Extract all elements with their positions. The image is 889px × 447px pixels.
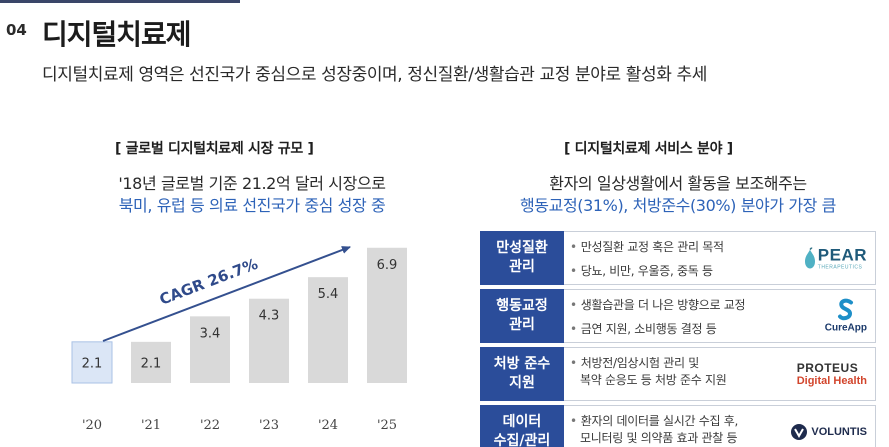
service-description: • 처방전/임상시험 관리 및 복약 순응도 등 처방 준수 지원 PROTEUS … bbox=[564, 347, 876, 401]
services-caption-line1: 환자의 일상생활에서 활동을 보조해주는 bbox=[549, 174, 807, 193]
service-description: • 생활습관을 더 나은 방향으로 교정 • 금연 지원, 소비행동 결정 등 Cu… bbox=[564, 289, 876, 343]
service-row-chronic: 만성질환 관리 • 만성질환 교정 혹은 관리 목적 • 당뇨, 비만, 우울증, … bbox=[480, 231, 876, 285]
service-bullet: • 처방전/임상시험 관리 및 복약 순응도 등 처방 준수 지원 bbox=[570, 356, 727, 387]
proteus-logo: PROTEUS Digital Health bbox=[796, 361, 867, 387]
market-caption-line2: 북미, 유럽 등 의료 선진국가 중심 성장 중 bbox=[118, 196, 386, 215]
section-number: 04 bbox=[6, 21, 27, 39]
services-table: 만성질환 관리 • 만성질환 교정 혹은 관리 목적 • 당뇨, 비만, 우울증, … bbox=[480, 231, 876, 447]
bar-value-label: 2.1 bbox=[141, 356, 162, 371]
service-description: • 환자의 데이터를 실시간 수집 후, 모니터링 및 의약품 효과 관찰 등 VO… bbox=[564, 405, 876, 447]
bar-value-label: 4.3 bbox=[259, 309, 280, 324]
service-bullet: • 금연 지원, 소비행동 결정 등 bbox=[570, 322, 717, 336]
pear-icon bbox=[804, 247, 815, 268]
bar-value-label: 2.1 bbox=[82, 356, 103, 371]
service-category: 데이터 수집/관리 bbox=[480, 405, 564, 447]
service-category: 처방 준수 지원 bbox=[480, 347, 564, 401]
cureapp-logo: CureApp bbox=[825, 298, 867, 334]
x-tick-label: '24 bbox=[318, 418, 338, 433]
bar-4 bbox=[308, 277, 348, 383]
header-rule bbox=[0, 0, 240, 3]
bar-3 bbox=[249, 298, 289, 383]
market-caption: '18년 글로벌 기준 21.2억 달러 시장으로 북미, 유럽 등 의료 선진… bbox=[62, 173, 442, 217]
service-category: 만성질환 관리 bbox=[480, 231, 564, 285]
page-title: 디지털치료제 bbox=[42, 18, 192, 51]
x-tick-label: '20 bbox=[82, 418, 102, 433]
cureapp-icon bbox=[837, 298, 853, 321]
page-subtitle: 디지털치료제 영역은 선진국가 중심으로 성장중이며, 정신질환/생활습관 교정… bbox=[42, 65, 707, 85]
bar-value-label: 5.4 bbox=[318, 287, 339, 302]
service-bullet: • 환자의 데이터를 실시간 수집 후, 모니터링 및 의약품 효과 관찰 등 bbox=[570, 414, 738, 445]
market-panel-title: [ 글로벌 디지털치료제 시장 규모 ] bbox=[115, 141, 314, 157]
service-row-behavior: 행동교정 관리 • 생활습관을 더 나은 방향으로 교정 • 금연 지원, 소비행동… bbox=[480, 289, 876, 343]
voluntis-logo: VOLUNTIS bbox=[790, 423, 867, 441]
service-row-data: 데이터 수집/관리 • 환자의 데이터를 실시간 수집 후, 모니터링 및 의약품 … bbox=[480, 405, 876, 447]
service-row-prescription: 처방 준수 지원 • 처방전/임상시험 관리 및 복약 순응도 등 처방 준수 지원… bbox=[480, 347, 876, 401]
bar-value-label: 6.9 bbox=[377, 258, 398, 273]
market-size-chart: 2.1'202.1'213.4'224.3'235.4'246.9'25 CAG… bbox=[71, 246, 407, 433]
services-panel-title: [ 디지털치료제 서비스 분야 ] bbox=[564, 141, 733, 157]
bar-0 bbox=[71, 341, 113, 384]
pear-therapeutics-logo: PEAR THERAPEUTICS bbox=[802, 246, 867, 271]
cagr-arrow bbox=[102, 246, 351, 342]
service-bullet: • 만성질환 교정 혹은 관리 목적 bbox=[570, 240, 724, 254]
bar-1 bbox=[131, 341, 171, 383]
bar-2 bbox=[190, 316, 230, 383]
x-tick-label: '22 bbox=[200, 418, 220, 433]
service-bullet: • 당뇨, 비만, 우울증, 중독 등 bbox=[570, 264, 713, 278]
service-bullet: • 생활습관을 더 나은 방향으로 교정 bbox=[570, 298, 746, 312]
services-caption-line2: 행동교정(31%), 처방준수(30%) 분야가 가장 큼 bbox=[519, 196, 836, 215]
x-tick-label: '25 bbox=[377, 418, 397, 433]
x-tick-label: '21 bbox=[141, 418, 161, 433]
services-caption: 환자의 일상생활에서 활동을 보조해주는 행동교정(31%), 처방준수(30%… bbox=[478, 173, 878, 217]
bar-5 bbox=[367, 247, 407, 383]
service-category: 행동교정 관리 bbox=[480, 289, 564, 343]
voluntis-icon bbox=[791, 424, 808, 440]
market-caption-line1: '18년 글로벌 기준 21.2억 달러 시장으로 bbox=[118, 174, 386, 193]
service-description: • 만성질환 교정 혹은 관리 목적 • 당뇨, 비만, 우울증, 중독 등 PEA… bbox=[564, 231, 876, 285]
x-tick-label: '23 bbox=[259, 418, 279, 433]
bar-value-label: 3.4 bbox=[200, 326, 221, 341]
